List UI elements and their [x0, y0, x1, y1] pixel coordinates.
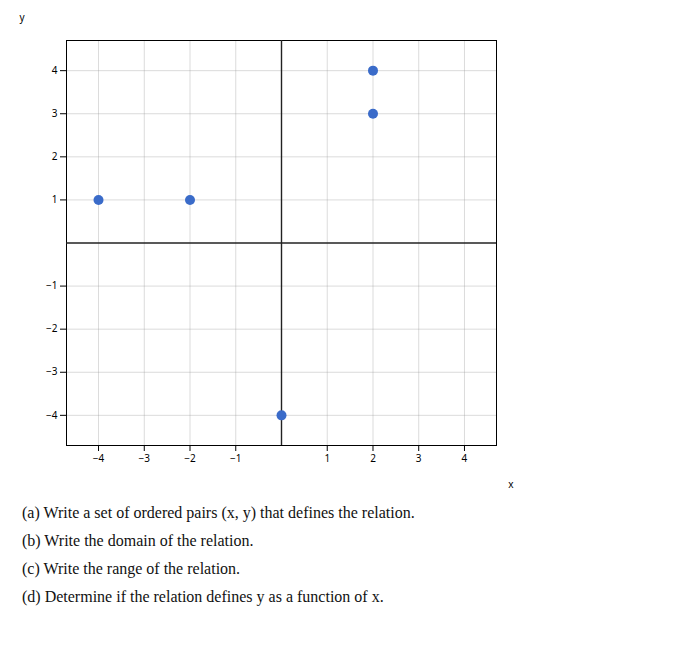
html-text:(b) Write the domain of the re: (b) Write the domain of the relation. — [22, 532, 254, 549]
svg-text:3: 3 — [416, 451, 422, 465]
svg-text:−4: −4 — [46, 408, 58, 422]
html-text:(d) Determine if the relation: (d) Determine if the relation defines y … — [22, 588, 384, 605]
svg-text:−2: −2 — [184, 451, 196, 465]
svg-text:4: 4 — [462, 451, 468, 465]
svg-text:3: 3 — [52, 106, 58, 120]
svg-text:x: x — [508, 477, 514, 491]
svg-text:1: 1 — [324, 451, 330, 465]
svg-text:−1: −1 — [46, 278, 57, 292]
svg-text:2: 2 — [370, 451, 376, 465]
svg-text:1: 1 — [52, 192, 58, 206]
svg-text:−3: −3 — [46, 364, 58, 378]
svg-text:4: 4 — [52, 63, 58, 77]
svg-text:y: y — [20, 10, 26, 24]
svg-text:−3: −3 — [139, 451, 151, 465]
svg-text:2: 2 — [52, 149, 58, 163]
svg-text:−4: −4 — [93, 451, 105, 465]
svg-text:−1: −1 — [230, 451, 241, 465]
svg-text:−2: −2 — [46, 321, 58, 335]
html-text:(c) Write the range of the rel: (c) Write the range of the relation. — [22, 560, 241, 577]
html-text:(a) Write a set of ordered pai: (a) Write a set of ordered pairs (x, y) … — [22, 504, 415, 521]
